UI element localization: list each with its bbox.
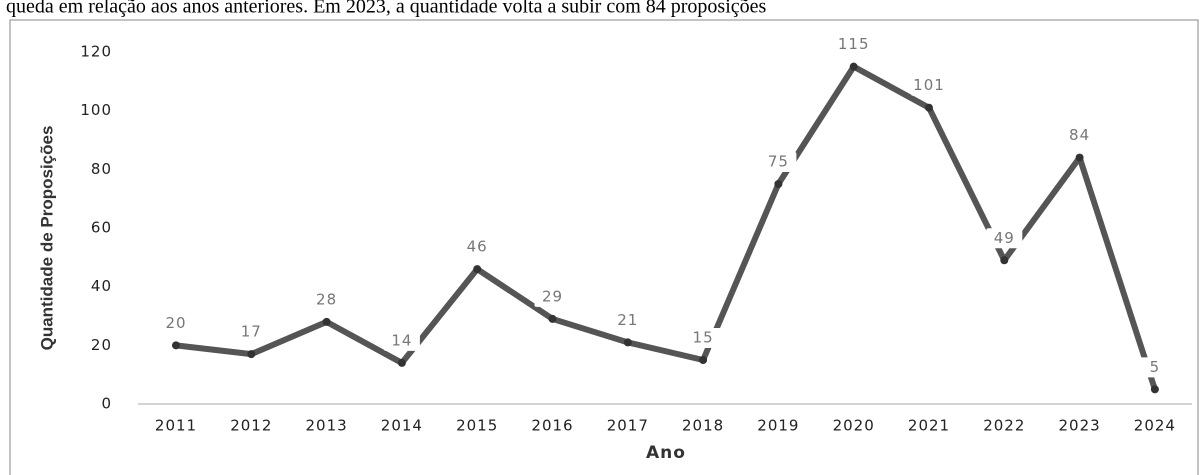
- y-tick-label: 20: [91, 336, 112, 354]
- value-label-bg: [1136, 357, 1173, 378]
- chart-frame: [9, 19, 1199, 475]
- value-label: 20: [165, 314, 186, 332]
- value-label-bg: [308, 289, 345, 310]
- value-label: 15: [693, 329, 714, 347]
- y-tick-label: 80: [91, 160, 112, 178]
- point: [849, 62, 858, 71]
- point: [548, 314, 557, 323]
- x-axis-label: Ano: [646, 443, 686, 463]
- value-label: 29: [542, 287, 563, 305]
- point: [1075, 153, 1084, 162]
- point: [925, 103, 933, 112]
- caption: queda em relação aos anos anteriores. Em…: [6, 0, 767, 18]
- value-label-bg: [534, 286, 571, 307]
- value-label-bg: [1061, 125, 1098, 146]
- y-axis-label: Quantidade de Proposições: [37, 126, 56, 351]
- x-tick-label: 2022: [983, 417, 1025, 435]
- value-label-bg: [911, 75, 947, 96]
- value-label-bg: [986, 228, 1023, 249]
- point: [172, 341, 180, 350]
- value-label: 17: [241, 323, 262, 341]
- value-label: 101: [913, 76, 945, 94]
- value-label-bg: [459, 237, 496, 258]
- value-label-bg: [233, 322, 270, 343]
- point: [322, 317, 331, 326]
- value-label: 28: [316, 290, 337, 308]
- value-label-bg: [158, 313, 194, 334]
- x-tick-label: 2014: [381, 417, 423, 435]
- value-label: 5: [1150, 358, 1161, 376]
- value-label-bg: [835, 34, 872, 55]
- point: [623, 338, 632, 347]
- x-tick-label: 2019: [757, 417, 799, 435]
- x-tick-label: 2017: [607, 417, 649, 435]
- point: [699, 356, 708, 364]
- value-label-bg: [685, 328, 722, 348]
- x-tick-label: 2012: [230, 417, 272, 435]
- x-tick-label: 2013: [306, 417, 348, 435]
- x-tick-label: 2016: [531, 417, 573, 435]
- point: [1150, 385, 1159, 394]
- point: [473, 265, 482, 274]
- x-tick-label: 2018: [682, 417, 724, 435]
- value-label: 46: [467, 238, 488, 256]
- x-tick-label: 2020: [833, 417, 875, 435]
- x-tick-label: 2011: [155, 417, 197, 435]
- x-tick-label: 2015: [456, 417, 498, 435]
- point: [397, 358, 406, 367]
- value-label-bg: [609, 310, 646, 331]
- y-tick-label: 120: [80, 43, 112, 61]
- value-label: 115: [838, 35, 870, 53]
- value-label: 75: [768, 153, 789, 171]
- value-label: 21: [617, 311, 638, 329]
- value-label-bg: [383, 330, 420, 351]
- y-tick-label: 100: [80, 101, 112, 119]
- x-tick-label: 2021: [908, 417, 950, 435]
- y-tick-label: 0: [101, 395, 112, 413]
- value-label: 84: [1069, 126, 1090, 144]
- point: [247, 350, 256, 359]
- value-label: 14: [391, 331, 412, 349]
- y-tick-label: 60: [91, 219, 112, 237]
- value-label-bg: [760, 152, 797, 172]
- x-tick-label: 2024: [1134, 417, 1176, 435]
- y-tick-label: 40: [91, 277, 112, 295]
- value-label: 49: [994, 229, 1015, 247]
- point: [1000, 256, 1009, 265]
- x-tick-label: 2023: [1059, 417, 1101, 435]
- point: [774, 180, 783, 188]
